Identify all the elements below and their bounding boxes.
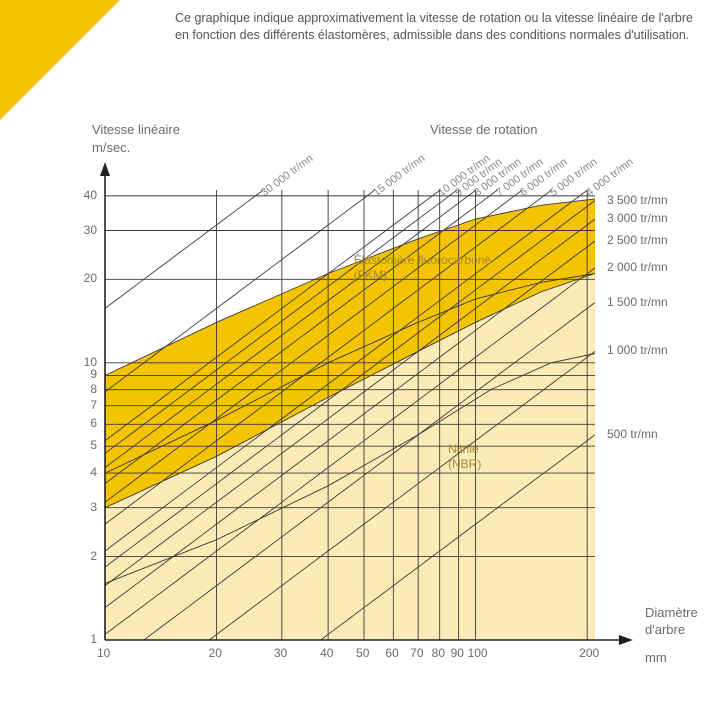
rpm-label: 1 000 tr/mn (607, 343, 668, 357)
x-tick: 60 (385, 646, 398, 660)
rpm-label: 3 000 tr/mn (607, 211, 668, 225)
y-tick: 1 (90, 632, 97, 646)
region-label-fkm-line1: Élastomère fluorocarboné (354, 253, 491, 267)
y-tick: 8 (90, 382, 97, 396)
y-tick: 3 (90, 500, 97, 514)
region-label-nbr-line2: (NBR) (448, 457, 481, 471)
x-tick: 40 (320, 646, 333, 660)
region-label-nbr-line1: Nitrile (448, 442, 479, 456)
region-label-nbr: Nitrile (NBR) (448, 442, 481, 472)
elastomer-speed-chart (0, 0, 720, 720)
x-tick: 50 (356, 646, 369, 660)
x-tick: 90 (451, 646, 464, 660)
rpm-label: 3 500 tr/mn (607, 193, 668, 207)
y-tick: 10 (84, 355, 97, 369)
x-tick: 10 (97, 646, 110, 660)
region-label-fkm-line2: (FKM) (354, 268, 387, 282)
y-tick: 9 (90, 367, 97, 381)
rpm-label: 1 500 tr/mn (607, 295, 668, 309)
y-tick: 20 (84, 271, 97, 285)
y-tick: 4 (90, 465, 97, 479)
y-tick: 6 (90, 416, 97, 430)
rpm-label: 500 tr/mn (607, 427, 658, 441)
x-tick: 20 (209, 646, 222, 660)
x-tick: 30 (274, 646, 287, 660)
y-tick: 40 (84, 188, 97, 202)
rpm-label: 2 000 tr/mn (607, 260, 668, 274)
x-tick: 80 (432, 646, 445, 660)
x-tick: 200 (579, 646, 599, 660)
y-tick: 7 (90, 398, 97, 412)
y-tick: 2 (90, 549, 97, 563)
y-tick: 30 (84, 223, 97, 237)
x-tick: 70 (410, 646, 423, 660)
x-tick: 100 (468, 646, 488, 660)
rpm-label: 2 500 tr/mn (607, 233, 668, 247)
region-label-fkm: Élastomère fluorocarboné (FKM) (354, 253, 491, 283)
y-tick: 5 (90, 438, 97, 452)
